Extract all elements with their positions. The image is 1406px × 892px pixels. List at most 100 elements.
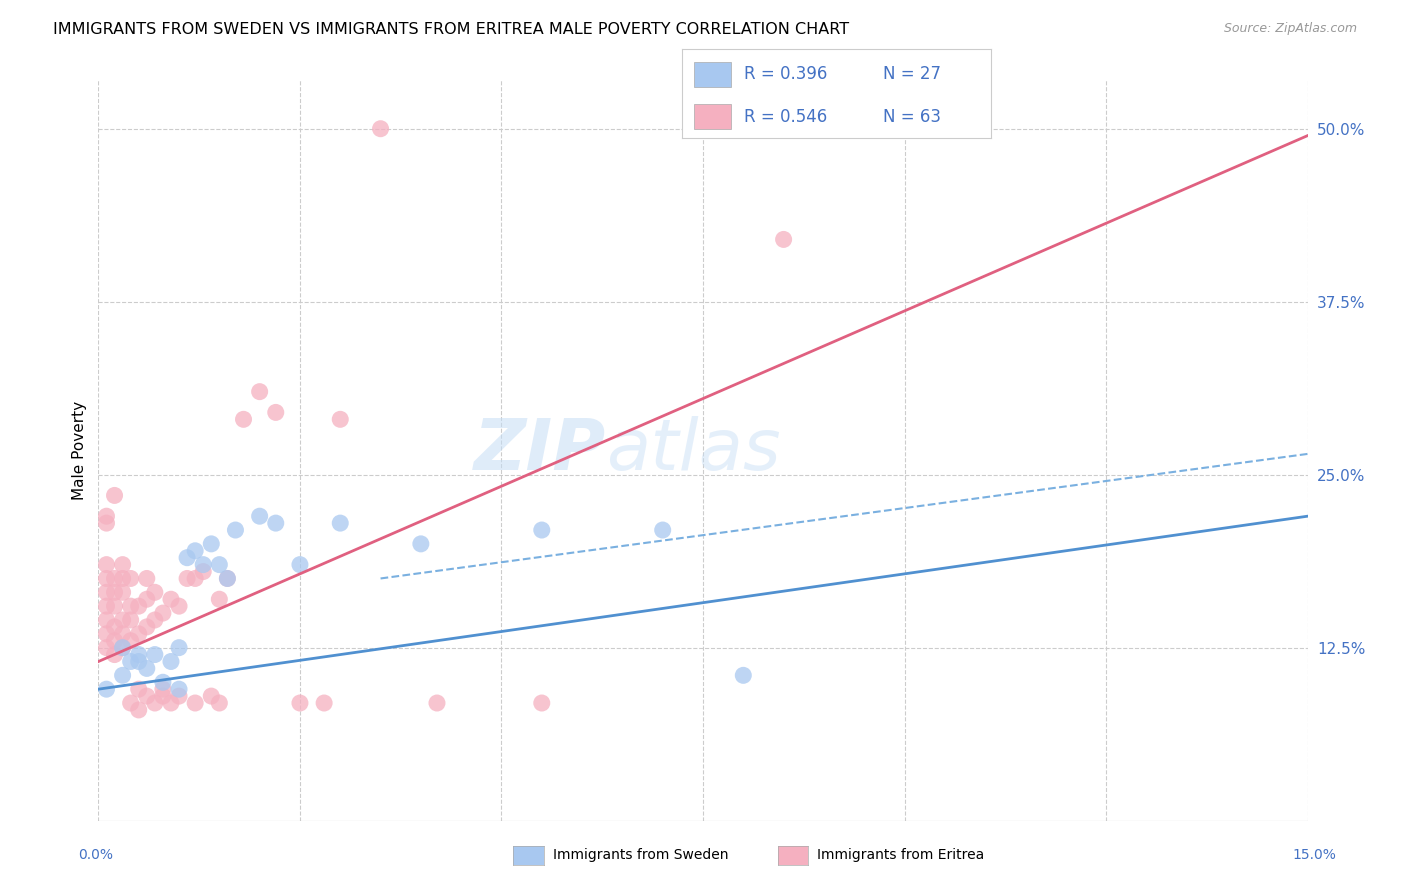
Point — [167, 640, 190, 655]
Point — [128, 648, 150, 662]
Point — [128, 627, 150, 641]
Point — [224, 523, 246, 537]
Point — [96, 613, 118, 627]
Text: Source: ZipAtlas.com: Source: ZipAtlas.com — [1223, 22, 1357, 36]
Point — [111, 640, 134, 655]
Point — [96, 682, 118, 697]
Point — [143, 696, 166, 710]
Point — [96, 516, 118, 530]
Point — [184, 572, 207, 586]
Point — [128, 655, 150, 669]
Point — [120, 633, 142, 648]
Point — [530, 696, 553, 710]
Point — [103, 648, 125, 662]
Point — [111, 668, 134, 682]
Point — [314, 696, 336, 710]
Point — [135, 689, 157, 703]
Point — [160, 592, 183, 607]
Point — [184, 696, 207, 710]
Point — [200, 689, 222, 703]
Point — [167, 682, 190, 697]
Point — [111, 558, 134, 572]
Text: R = 0.396: R = 0.396 — [744, 65, 827, 83]
Point — [208, 592, 231, 607]
Point — [103, 599, 125, 614]
Point — [120, 613, 142, 627]
Point — [208, 696, 231, 710]
Point — [184, 543, 207, 558]
Point — [96, 599, 118, 614]
Text: R = 0.546: R = 0.546 — [744, 108, 827, 126]
Point — [103, 488, 125, 502]
Point — [128, 703, 150, 717]
Point — [143, 613, 166, 627]
Point — [120, 599, 142, 614]
Point — [103, 620, 125, 634]
Point — [128, 682, 150, 697]
Point — [152, 689, 174, 703]
Point — [96, 558, 118, 572]
Point — [426, 696, 449, 710]
Point — [103, 585, 125, 599]
Point — [128, 599, 150, 614]
Text: N = 63: N = 63 — [883, 108, 941, 126]
Point — [143, 585, 166, 599]
Point — [200, 537, 222, 551]
FancyBboxPatch shape — [695, 104, 731, 129]
Point — [193, 565, 215, 579]
Point — [651, 523, 673, 537]
Text: ZIP: ZIP — [474, 416, 606, 485]
Point — [120, 655, 142, 669]
Point — [176, 572, 198, 586]
Point — [96, 585, 118, 599]
Point — [152, 606, 174, 620]
Point — [208, 558, 231, 572]
Point — [264, 516, 287, 530]
Point — [111, 572, 134, 586]
Point — [111, 640, 134, 655]
Point — [249, 509, 271, 524]
Point — [409, 537, 432, 551]
Point — [152, 682, 174, 697]
Point — [160, 696, 183, 710]
Point — [135, 572, 157, 586]
Point — [264, 405, 287, 419]
Point — [288, 696, 311, 710]
Point — [135, 620, 157, 634]
Point — [329, 516, 352, 530]
Y-axis label: Male Poverty: Male Poverty — [72, 401, 87, 500]
Point — [232, 412, 254, 426]
Point — [120, 696, 142, 710]
Point — [167, 599, 190, 614]
Point — [249, 384, 271, 399]
Point — [733, 668, 755, 682]
Point — [329, 412, 352, 426]
Text: 0.0%: 0.0% — [79, 847, 112, 862]
Point — [217, 572, 239, 586]
Point — [772, 232, 794, 246]
Point — [103, 633, 125, 648]
Point — [96, 640, 118, 655]
Point — [111, 613, 134, 627]
Point — [530, 523, 553, 537]
Text: IMMIGRANTS FROM SWEDEN VS IMMIGRANTS FROM ERITREA MALE POVERTY CORRELATION CHART: IMMIGRANTS FROM SWEDEN VS IMMIGRANTS FRO… — [53, 22, 849, 37]
Point — [370, 121, 392, 136]
Point — [135, 661, 157, 675]
Point — [103, 572, 125, 586]
Text: atlas: atlas — [606, 416, 780, 485]
Point — [217, 572, 239, 586]
Point — [167, 689, 190, 703]
Point — [96, 509, 118, 524]
Point — [176, 550, 198, 565]
Point — [120, 572, 142, 586]
Point — [143, 648, 166, 662]
Point — [111, 627, 134, 641]
Text: Immigrants from Eritrea: Immigrants from Eritrea — [817, 848, 984, 863]
Text: 15.0%: 15.0% — [1292, 847, 1337, 862]
Point — [193, 558, 215, 572]
FancyBboxPatch shape — [695, 62, 731, 87]
Point — [96, 627, 118, 641]
Point — [152, 675, 174, 690]
Point — [135, 592, 157, 607]
Point — [111, 585, 134, 599]
